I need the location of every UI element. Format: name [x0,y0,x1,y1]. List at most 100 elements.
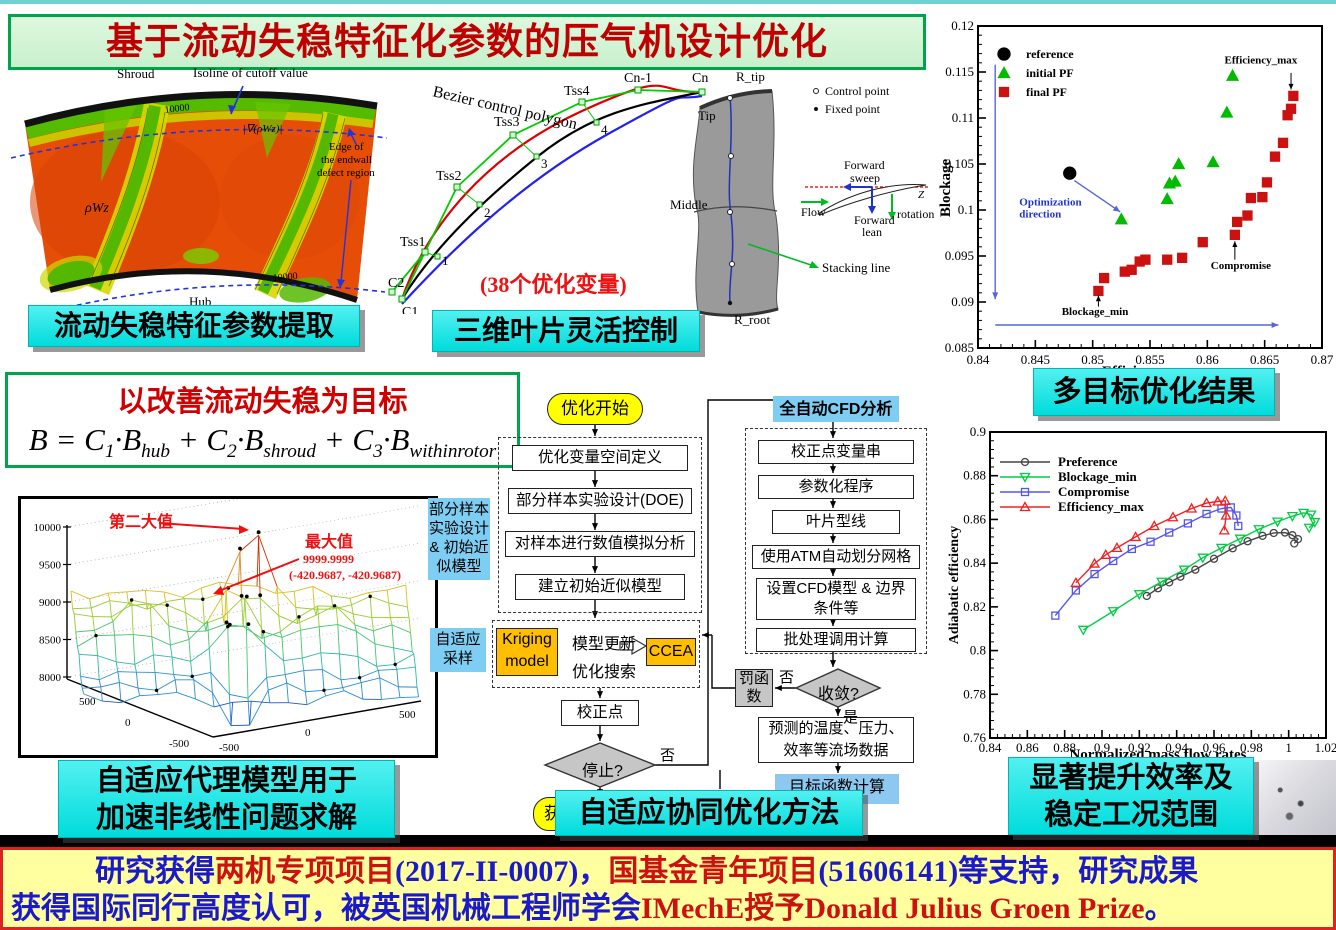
tick-label: 0.86 [1016,740,1039,755]
tick-label: 0.78 [963,686,986,701]
data-point [1127,544,1137,554]
converge-no-label: 否 [779,669,795,686]
num1: 1 [442,253,449,268]
data-point [1234,521,1243,531]
scatter-chart: Efficiency Blockage 0.840.8450.850.8550.… [938,18,1334,380]
footer-seg: (2017-II-0007)， [395,855,609,888]
legend-label: Efficiency_max [1058,499,1144,514]
data-point [1269,528,1278,538]
streak2 [258,112,339,295]
blob2 [183,248,219,264]
tick-label: 0.98 [1240,740,1263,755]
penalty-box: 罚函 数 [735,669,773,707]
arrowhead [596,691,604,698]
footer-line2: 获得国际同行高度认可，被英国机械工程师学会IMechE授予Donald Juli… [11,890,1325,927]
predicted-l2: 效率等流场数据 [783,742,889,759]
fl1-label: Forward [854,213,895,227]
contour-line2 [88,107,149,285]
side1-l4: 似模型 [436,558,482,575]
data-point [1126,264,1137,275]
data-point [1245,192,1257,204]
data-point [1109,556,1118,566]
legend-label: Blockage_min [1058,469,1137,484]
shroud-band [24,90,378,128]
arrowhead [1095,295,1101,302]
f-dot2: · [236,422,245,457]
data-point [1202,509,1211,519]
line-content: 0.84 0.86 0.88 0.9 0.92 0.94 0.96 0.98 1 1.02 0.76… [963,424,1336,755]
data-point [1253,525,1265,536]
data-point [1309,517,1321,528]
bezier-caption: 三维叶片灵活控制 [432,310,700,352]
max-value: 9999.9999 [303,552,354,566]
hub-band [49,268,358,303]
green-wedge1 [101,104,137,182]
data-point [1020,457,1030,467]
legend-control-label: Control point [825,84,890,98]
data-point [1257,191,1268,203]
cutoff-isoline-top [10,128,388,159]
cutoff-value-top: 10000 [164,102,190,116]
tick-label: 0.88 [963,468,986,483]
tick-label: 0.865 [1250,352,1279,367]
scatter-content: 0.84 0.845 0.85 0.855 0.86 0.865 0.87 0.085 0.09… [945,18,1334,367]
tip-label: Tip [698,108,716,123]
data-point [1114,212,1128,225]
data-point [1234,534,1246,545]
data-point [1218,524,1230,535]
data-point [1090,569,1099,579]
middle-label: Middle [670,197,708,212]
cfd-setup-l2: 条件等 [813,600,859,617]
data-point [1098,272,1110,284]
ytick-label: -500 [219,742,240,754]
ztick-label: 10000 [34,522,62,534]
r-root-label: R_root [734,312,771,327]
predicted-box: 预测的温度、压力、 效率等流场数据 [758,717,914,763]
contour-line1 [108,111,166,287]
legend-label: reference [1026,47,1074,61]
data-point [998,86,1010,98]
kriging-dashed-box [492,620,700,688]
cfd-dashed-box [745,428,927,654]
cfd-step-batch: 批处理调用计算 [756,628,916,652]
arrowhead [829,536,837,543]
tick-label: 0.84 [967,352,990,367]
opt-search-label: 优化搜索 [572,664,637,681]
kriging-l1: Kriging [502,631,552,648]
ccea-box: CCEA [646,638,696,666]
annotation: Optimization [1019,196,1081,208]
blade-tip-edge [699,89,773,110]
data-point [1088,557,1101,568]
tick-label: 1.02 [1315,740,1336,755]
data-point [1140,254,1151,265]
data-point [1231,216,1243,228]
data-point [1146,537,1155,546]
data-point [1111,542,1123,552]
predicted-l1: 预测的温度、压力、 [768,720,904,737]
arrowhead [591,523,599,530]
performance-chart: Normalized mass flow rates Adiabatic eff… [948,424,1336,762]
data-point [1071,586,1081,595]
data-point [1077,625,1089,636]
control-points [388,86,706,303]
footer-seg: 获得国际同行高度认可，被英国机械工程师学会 [11,892,641,925]
data-point [1290,539,1299,548]
arrowhead [702,631,709,639]
cfd-step-param: 参数化程序 [758,475,914,499]
tick-label: 0.8 [970,643,986,658]
data-point [1219,495,1231,505]
data-point [1197,553,1209,564]
data-point [1200,497,1213,508]
arrowhead [1112,205,1121,212]
blade-middle-line [693,206,778,213]
isoline-arrowhead [228,105,236,114]
data-point [1183,519,1193,528]
objective-formula: B = C1·Bhub + C2·Bshroud + C3·Bwithinrot… [8,422,517,463]
blade-root-edge [697,307,779,317]
c2-label: C2 [388,276,404,291]
data-point [1269,151,1281,162]
data-point [1242,210,1253,221]
tick-label: 0.115 [945,64,974,79]
arrowhead [775,684,782,692]
prize-photo [1243,760,1336,835]
